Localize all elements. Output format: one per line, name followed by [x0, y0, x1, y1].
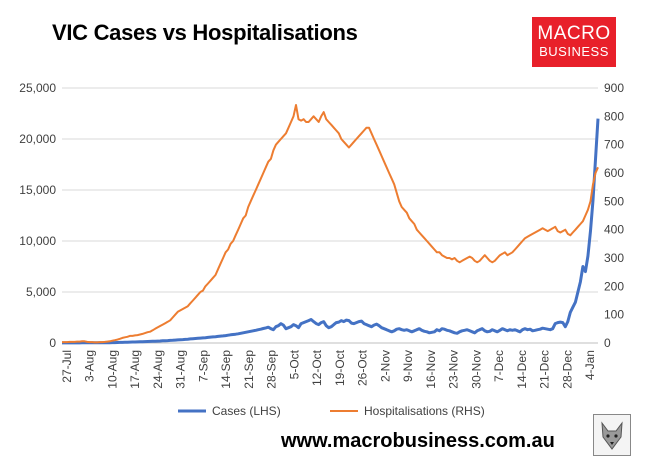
- macrobusiness-logo: MACRO BUSINESS: [532, 17, 616, 67]
- x-tick-label: 14-Sep: [219, 350, 233, 389]
- x-tick-label: 27-Jul: [60, 350, 74, 383]
- x-tick-label: 24-Aug: [151, 350, 165, 389]
- legend-label: Hospitalisations (RHS): [364, 404, 485, 418]
- x-tick-label: 26-Oct: [356, 349, 370, 386]
- y-left-tick-label: 15,000: [19, 183, 56, 197]
- x-tick-label: 7-Dec: [492, 350, 506, 382]
- y-left-tick-label: 25,000: [19, 81, 56, 95]
- x-tick-label: 2-Nov: [378, 350, 392, 382]
- y-right-tick-label: 600: [604, 166, 624, 180]
- x-tick-label: 23-Nov: [447, 350, 461, 389]
- y-right-tick-label: 0: [604, 336, 611, 350]
- website-url[interactable]: www.macrobusiness.com.au: [281, 430, 555, 452]
- x-tick-label: 31-Aug: [174, 350, 188, 389]
- series-line: [62, 118, 600, 345]
- x-tick-label: 12-Oct: [310, 349, 324, 386]
- x-tick-label: 14-Dec: [515, 350, 529, 389]
- logo-line-2: BUSINESS: [539, 44, 609, 59]
- series: [62, 104, 600, 345]
- x-tick-label: 16-Nov: [424, 350, 438, 389]
- y-right-tick-label: 400: [604, 223, 624, 237]
- logo-line-1: MACRO: [537, 23, 611, 44]
- y-right-tick-label: 800: [604, 109, 624, 123]
- x-tick-label: 10-Aug: [105, 350, 119, 389]
- x-tick-label: 17-Aug: [128, 350, 142, 389]
- gridlines: [62, 87, 598, 344]
- y-left-tick-label: 20,000: [19, 132, 56, 146]
- wolf-logo-icon: [593, 414, 631, 456]
- y-right-tick-label: 900: [604, 81, 624, 95]
- x-tick-label: 21-Sep: [242, 350, 256, 389]
- legend: Cases (LHS) Hospitalisations (RHS): [178, 404, 485, 418]
- axes: 0 5,000 10,000 15,000 20,000 25,000 0 100 200 300…: [19, 81, 624, 389]
- x-tick-label: 4-Jan: [583, 350, 597, 380]
- y-left-tick-label: 0: [49, 336, 56, 350]
- x-tick-label: 7-Sep: [196, 350, 210, 382]
- y-left-tick-label: 5,000: [26, 285, 56, 299]
- y-right-tick-label: 700: [604, 138, 624, 152]
- y-right-tick-label: 200: [604, 279, 624, 293]
- x-tick-label: 28-Sep: [265, 350, 279, 389]
- y-right-tick-label: 500: [604, 194, 624, 208]
- x-tick-label: 28-Dec: [560, 350, 574, 389]
- y-right-tick-label: 300: [604, 251, 624, 265]
- y-left-tick-label: 10,000: [19, 234, 56, 248]
- x-tick-label: 30-Nov: [469, 350, 483, 389]
- chart-title: VIC Cases vs Hospitalisations: [52, 20, 358, 45]
- legend-label: Cases (LHS): [212, 404, 281, 418]
- series-line: [62, 104, 599, 344]
- x-tick-label: 5-Oct: [287, 349, 301, 379]
- x-tick-label: 21-Dec: [538, 350, 552, 389]
- x-tick-label: 9-Nov: [401, 350, 415, 382]
- y-right-tick-label: 100: [604, 308, 624, 322]
- x-tick-label: 19-Oct: [333, 349, 347, 386]
- x-tick-label: 3-Aug: [83, 350, 97, 382]
